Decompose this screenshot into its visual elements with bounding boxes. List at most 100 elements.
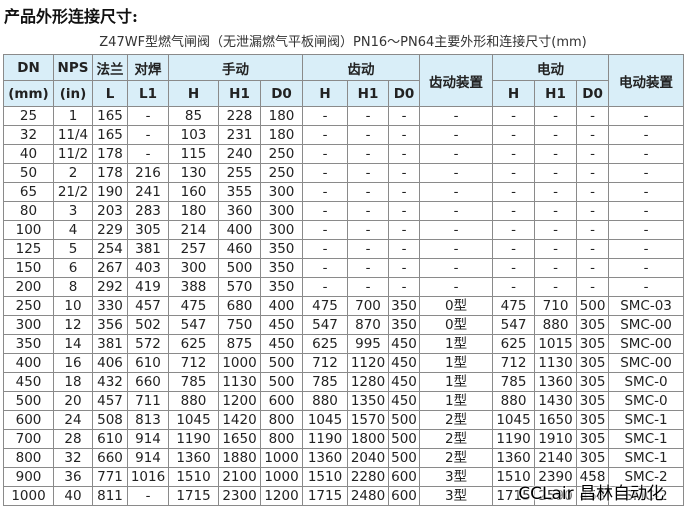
table-cell: 700 [347, 296, 390, 316]
table-cell: 1880 [218, 448, 261, 468]
table-cell: 502 [127, 315, 169, 335]
table-cell: - [492, 182, 536, 202]
table-cell: 125 [3, 239, 54, 259]
table-row: 50 2 178 216 130 255 250- - - - - - - - [3, 163, 685, 183]
table-cell: 180 [259, 106, 304, 126]
table-cell: 216 [127, 163, 169, 183]
table-row: 200 8 292 419 388 570 350- - - - - - - - [3, 277, 685, 297]
table-cell: 2280 [347, 467, 390, 487]
table-cell: 475 [492, 296, 536, 316]
table-cell: 305 [576, 353, 610, 373]
table-cell: 785 [302, 372, 349, 392]
table-cell: 1型 [419, 353, 494, 373]
table-row: 65 21/2 190 241 160 355 300- - - - - - - - [3, 182, 685, 202]
table-cell: 1910 [534, 429, 578, 449]
table-cell: - [492, 239, 536, 259]
table-cell: - [347, 106, 390, 126]
table-cell: SMC-00 [608, 334, 685, 354]
table-cell: 1360 [168, 448, 219, 468]
table-cell: SMC-03 [608, 296, 685, 316]
table-cell: 547 [492, 315, 536, 335]
table-cell: - [302, 239, 349, 259]
table-cell: 2590 [534, 486, 578, 506]
table-cell: - [576, 163, 610, 183]
table-cell: 600 [3, 410, 54, 430]
table-cell: 229 [92, 220, 128, 240]
table-cell: - [492, 258, 536, 278]
table-cell: - [576, 144, 610, 164]
header-cell: 电动 [492, 54, 610, 81]
table-cell: 36 [53, 467, 93, 487]
table-cell: - [127, 144, 169, 164]
table-cell: 419 [127, 277, 169, 297]
table-cell: 625 [492, 334, 536, 354]
table-cell: 32 [53, 448, 93, 468]
table-cell: 0型 [419, 296, 494, 316]
table-cell: 254 [92, 239, 128, 259]
table-cell: - [608, 239, 685, 259]
table-cell: 32 [3, 125, 54, 145]
table-cell: 450 [388, 334, 421, 354]
table-row: 32 11/4 165-103 231 180- - - - - - - - [3, 125, 685, 145]
table-cell: 283 [127, 201, 169, 221]
table-cell: 250 [259, 163, 304, 183]
table-cell: - [302, 277, 349, 297]
table-cell: 1360 [534, 372, 578, 392]
header-cell: NPS [53, 54, 93, 81]
table-cell: 914 [127, 429, 169, 449]
table-cell: 1570 [347, 410, 390, 430]
table-cell: 750 [218, 315, 261, 335]
table-cell: 305 [576, 448, 610, 468]
table-cell: 165 [92, 125, 128, 145]
table-cell: - [388, 106, 421, 126]
table-cell: 1000 [218, 353, 261, 373]
header-cell: 齿动装置 [419, 54, 494, 107]
table-cell: - [576, 277, 610, 297]
table-cell: 5 [53, 239, 93, 259]
table-cell: - [534, 239, 578, 259]
table-cell: 800 [259, 410, 304, 430]
table-cell: 547 [168, 315, 219, 335]
table-cell: 570 [218, 277, 261, 297]
table-cell: 1420 [218, 410, 261, 430]
table-cell: 350 [259, 277, 304, 297]
table-cell: 150 [3, 258, 54, 278]
table-header: DN NPS 法兰 对焊 手动 齿动 齿动装置 电动 电动装置 (mm) (in) L L1 H H1 D0 H… [3, 54, 685, 107]
table-cell: 870 [347, 315, 390, 335]
table-cell: 388 [168, 277, 219, 297]
table-cell: - [608, 106, 685, 126]
table-cell: 1715 [302, 486, 349, 506]
table-cell: 1045 [302, 410, 349, 430]
table-cell: 300 [259, 220, 304, 240]
table-cell: 305 [576, 372, 610, 392]
table-cell: - [347, 182, 390, 202]
table-cell: 12 [53, 315, 93, 335]
table-cell: 1 [53, 106, 93, 126]
table-cell: 1280 [347, 372, 390, 392]
table-cell: 1190 [168, 429, 219, 449]
table-cell: - [347, 163, 390, 183]
table-cell: - [419, 182, 494, 202]
table-cell: 1715 [492, 486, 536, 506]
table-cell: 14 [53, 334, 93, 354]
table-cell: - [576, 239, 610, 259]
table-cell: 350 [259, 258, 304, 278]
table-row: 600 24 508 813 1045 1420 800 1045 1570 500 2型 1045 1… [3, 410, 685, 430]
header-cell: 法兰 [92, 54, 128, 81]
table-cell: 710 [534, 296, 578, 316]
table-cell: 6 [53, 258, 93, 278]
table-cell: 1120 [347, 353, 390, 373]
table-cell: 2300 [218, 486, 261, 506]
header-cell: H [168, 80, 219, 107]
header-cell: H1 [347, 80, 390, 107]
table-cell: 255 [218, 163, 261, 183]
table-cell: 712 [168, 353, 219, 373]
table-cell: 3型 [419, 467, 494, 487]
table-cell: - [608, 201, 685, 221]
table-cell: - [302, 201, 349, 221]
table-cell: - [388, 220, 421, 240]
table-cell: - [388, 125, 421, 145]
table-cell: 700 [3, 429, 54, 449]
table-cell: 1190 [302, 429, 349, 449]
table-cell: - [608, 277, 685, 297]
